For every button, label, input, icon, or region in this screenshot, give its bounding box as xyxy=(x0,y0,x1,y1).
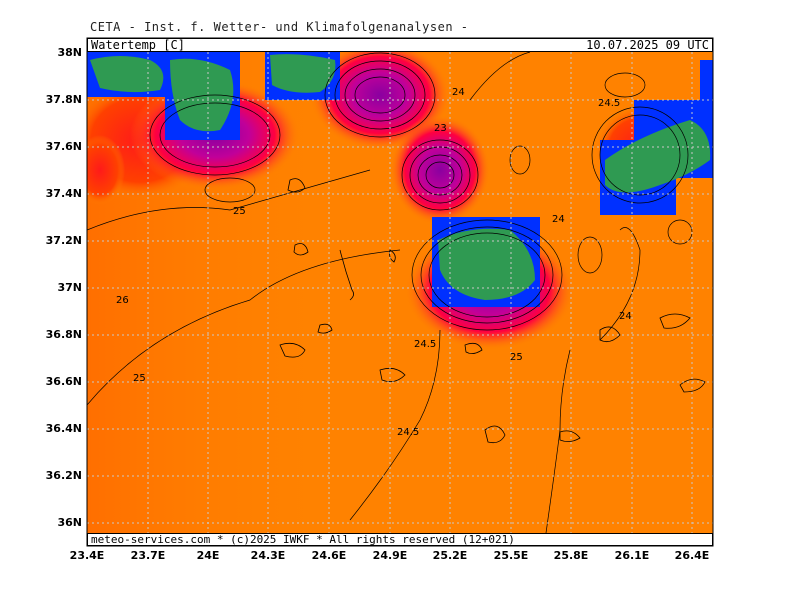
variable-bar: Watertemp [C] 10.07.2025 09 UTC xyxy=(87,38,713,52)
contour-label: 25 xyxy=(133,373,146,384)
map-title: CETA - Inst. f. Wetter- und Klimafolgena… xyxy=(90,20,469,34)
contour-lines xyxy=(87,52,693,533)
lon-label: 23.7E xyxy=(130,549,166,562)
copyright-footer: meteo-services.com * (c)2025 IWKF * All … xyxy=(87,533,713,546)
lon-label: 25.2E xyxy=(432,549,468,562)
hot-spot-lesbos xyxy=(87,135,125,205)
lon-label: 26.4E xyxy=(674,549,710,562)
lon-label: 23.4E xyxy=(69,549,105,562)
lon-label: 26.1E xyxy=(614,549,650,562)
lat-label: 36.2N xyxy=(45,469,82,482)
contour-label: 24.5 xyxy=(397,427,419,438)
contour-label: 25 xyxy=(510,352,523,363)
lat-label: 38N xyxy=(57,46,82,59)
contour-label: 26 xyxy=(116,295,129,306)
valid-time: 10.07.2025 09 UTC xyxy=(586,38,709,52)
lat-label: 37.8N xyxy=(45,93,82,106)
contour-label: 24.5 xyxy=(414,339,436,350)
contour-label: 25 xyxy=(233,206,246,217)
lat-label: 36.6N xyxy=(45,375,82,388)
lat-label: 37.4N xyxy=(45,187,82,200)
lon-label: 24E xyxy=(196,549,220,562)
contour-label: 23 xyxy=(434,123,447,134)
contour-label: 24.5 xyxy=(598,98,620,109)
lon-label: 24.3E xyxy=(250,549,286,562)
lat-label: 36N xyxy=(57,516,82,529)
lat-label: 37N xyxy=(57,281,82,294)
lat-label: 36.8N xyxy=(45,328,82,341)
contour-label: 24 xyxy=(452,87,465,98)
contour-label: 24 xyxy=(552,214,565,225)
lon-label: 25.5E xyxy=(493,549,529,562)
hot-spot-central xyxy=(390,115,490,225)
contour-label-layer: 24 24.5 25 26 25 24.5 24.5 24 24 23 25 xyxy=(116,87,632,438)
lat-label: 37.2N xyxy=(45,234,82,247)
contour-label: 24 xyxy=(619,311,632,322)
variable-label: Watertemp [C] xyxy=(91,38,185,52)
lon-label: 24.6E xyxy=(311,549,347,562)
island-outlines xyxy=(279,178,706,444)
lon-label: 24.9E xyxy=(372,549,408,562)
lat-label: 36.4N xyxy=(45,422,82,435)
lon-label: 25.8E xyxy=(553,549,589,562)
graticule xyxy=(87,52,713,533)
lat-label: 37.6N xyxy=(45,140,82,153)
